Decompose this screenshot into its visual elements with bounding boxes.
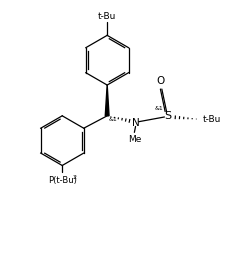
Text: P(t-Bu): P(t-Bu): [48, 176, 77, 185]
Text: t-Bu: t-Bu: [203, 115, 221, 124]
Text: t-Bu: t-Bu: [98, 12, 116, 21]
Text: N: N: [132, 118, 139, 128]
Text: &1: &1: [154, 106, 163, 110]
Polygon shape: [105, 85, 109, 116]
Text: S: S: [164, 111, 171, 121]
Text: O: O: [156, 76, 164, 86]
Text: &1: &1: [109, 117, 118, 122]
Text: 2: 2: [72, 175, 76, 180]
Text: Me: Me: [128, 135, 141, 144]
